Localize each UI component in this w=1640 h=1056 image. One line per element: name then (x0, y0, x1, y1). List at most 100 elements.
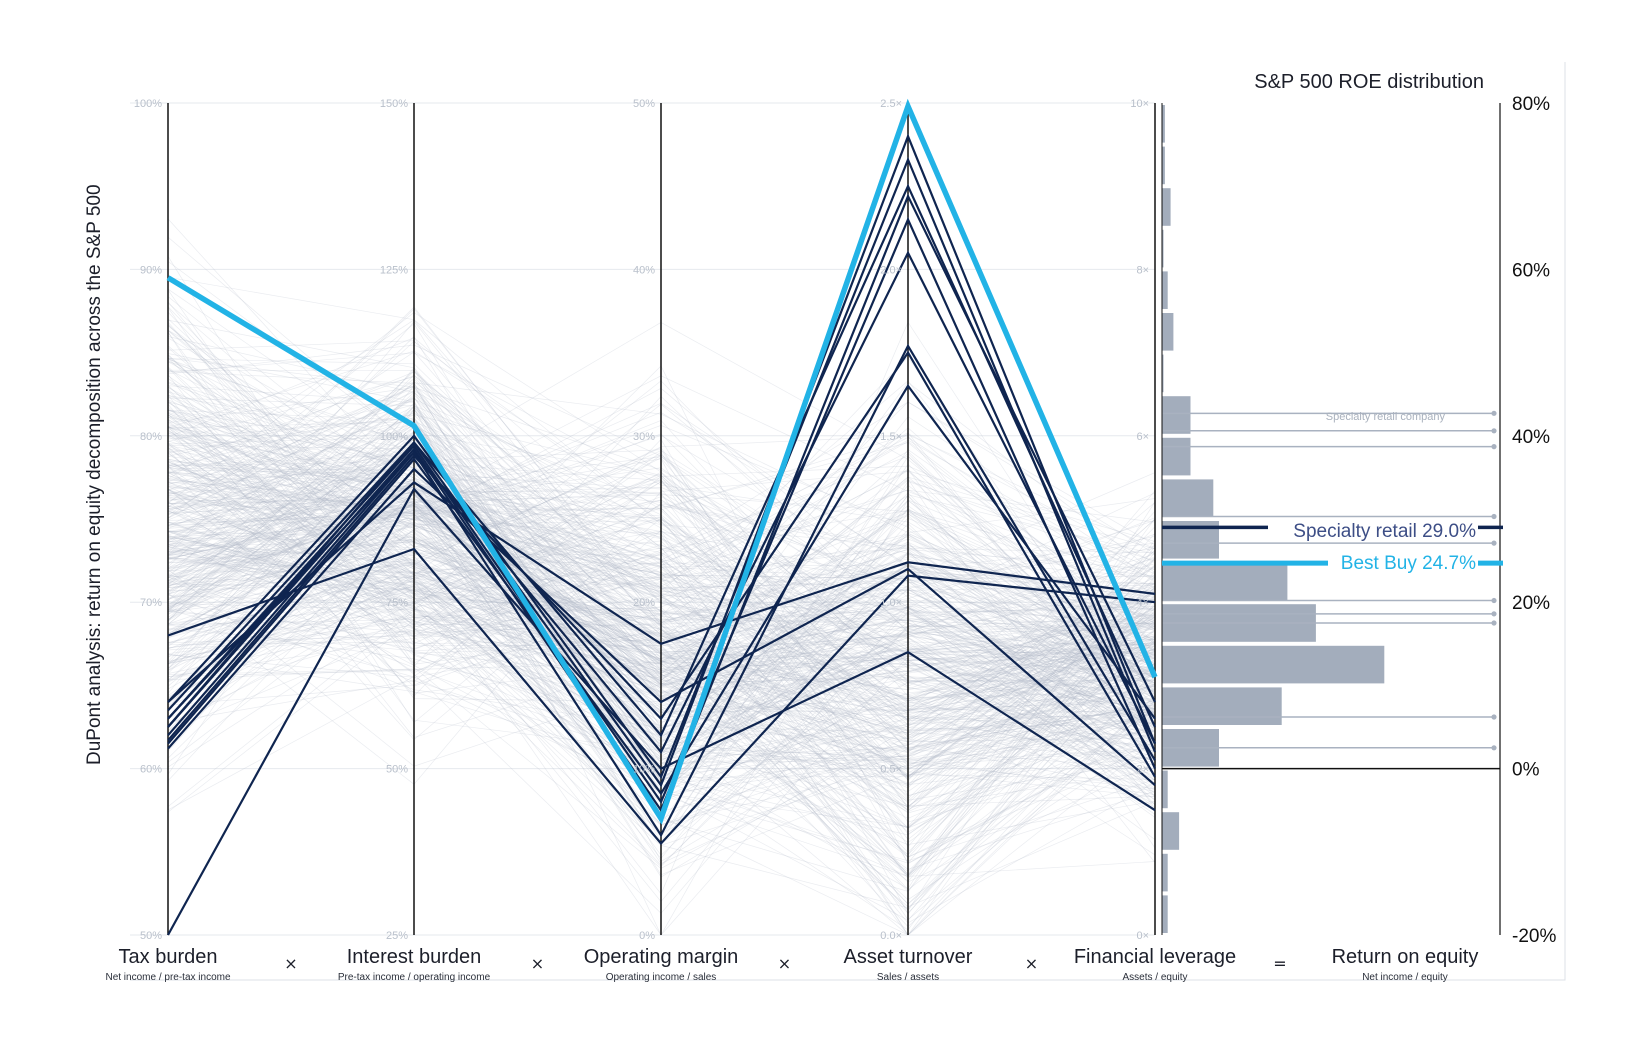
peer-company-lines (167, 133, 1157, 936)
tick-label-margin: 0% (639, 930, 655, 942)
peer-roe-marker-dot (1491, 513, 1497, 520)
highlight-company-line (166, 98, 1503, 825)
axis-formula-roe: Net income / equity (1362, 972, 1448, 983)
peer-company-line (167, 467, 1156, 787)
peer-roe-marker-dot (1491, 745, 1497, 751)
histogram-bar (1162, 354, 1164, 393)
tick-label-tax: 100% (134, 98, 162, 110)
tick-label-margin: 10% (633, 764, 655, 776)
peer-roe-marker-dot (1491, 410, 1497, 416)
histogram-bar (1162, 812, 1180, 850)
axis-name-roe: Return on equity (1332, 946, 1479, 968)
peer-roe-marker-dot (1491, 428, 1497, 434)
peer-company-line (167, 481, 1156, 703)
tick-label-interest: 150% (380, 98, 408, 110)
peer-company-line (167, 133, 1157, 788)
tick-label-turnover: 1.0× (880, 597, 902, 609)
peer-roe-marker-dot (1491, 714, 1497, 720)
histogram-bar (1162, 229, 1164, 268)
axis-formula-interest: Pre-tax income / operating income (338, 972, 491, 983)
roe-tick-label: 0% (1512, 760, 1540, 781)
histogram-bar (1162, 895, 1168, 933)
axis-name-margin: Operating margin (584, 946, 739, 968)
peer-roe-markers (1162, 410, 1497, 751)
roe-tick-label: 20% (1512, 593, 1550, 614)
axis-labels: Tax burden Net income / pre-tax income × In… (105, 946, 1478, 983)
peer-company-line (167, 350, 1156, 778)
tick-label-tax: 60% (140, 764, 162, 776)
operator-symbol: × (778, 954, 791, 973)
histogram-bar (1162, 437, 1191, 476)
histogram-bar (1162, 396, 1191, 434)
peer-company-line (167, 343, 1156, 838)
peer-roe-marker-dot (1491, 620, 1497, 626)
chart-frame (130, 62, 1566, 981)
y-axis-title: DuPont analysis: return on equity decomp… (84, 184, 105, 765)
axis-formula-turnover: Sales / assets (877, 972, 939, 983)
tick-label-tax: 70% (140, 597, 162, 609)
histogram-bar (1162, 313, 1174, 351)
axis-formula-tax: Net income / pre-tax income (105, 972, 230, 983)
tick-label-leverage: 6× (1136, 431, 1149, 443)
histogram-bar (1162, 645, 1385, 684)
axis-name-interest: Interest burden (347, 946, 482, 968)
tick-label-interest: 25% (386, 930, 408, 942)
tick-label-tax: 80% (140, 431, 162, 443)
axis-name-turnover: Asset turnover (844, 946, 973, 968)
histogram-bar (1162, 562, 1288, 601)
specialty-retail-label: Specialty retail 29.0% (1293, 521, 1476, 542)
axis-formula-margin: Operating income / sales (606, 972, 717, 983)
tick-labels: 50% 60% 70% 80% 90% 100% 25% 50% 75% 100% 125% 150%… (134, 94, 1557, 947)
tick-label-margin: 30% (633, 431, 655, 443)
tick-label-tax: 50% (140, 930, 162, 942)
operator-symbol: × (1025, 954, 1038, 973)
tick-label-leverage: 4× (1136, 597, 1149, 609)
tick-label-interest: 125% (380, 264, 408, 276)
peer-company-line (167, 156, 1157, 780)
peer-label: Specialty retail company (1326, 411, 1446, 423)
tick-label-leverage: 8× (1136, 264, 1149, 276)
histogram-bar (1162, 687, 1282, 725)
tick-label-turnover: 0.5× (880, 764, 902, 776)
axis-name-tax: Tax burden (119, 946, 218, 968)
peer-company-line (167, 250, 1156, 755)
histogram-bar (1162, 770, 1168, 809)
roe-histogram (1162, 105, 1385, 933)
tick-label-leverage: 2× (1136, 764, 1149, 776)
operator-symbol: = (1273, 954, 1286, 973)
peer-company-line (167, 383, 1156, 796)
peer-roe-marker-dot (1491, 611, 1497, 617)
histogram-bar (1162, 105, 1165, 143)
histogram-title: S&P 500 ROE distribution (1254, 71, 1484, 93)
histogram-bar (1162, 271, 1168, 309)
roe-tick-label: 40% (1512, 427, 1550, 448)
operator-symbol: × (284, 954, 297, 973)
roe-tick-label: -20% (1512, 926, 1556, 947)
axis-name-leverage: Financial leverage (1074, 946, 1236, 968)
tick-label-turnover: 1.5× (880, 431, 902, 443)
peer-roe-marker-dot (1491, 444, 1497, 450)
peer-roe-marker-dot (1491, 540, 1497, 546)
tick-label-leverage: 10× (1130, 98, 1149, 110)
tick-label-turnover: 2.0× (880, 264, 902, 276)
operator-symbol: × (531, 954, 544, 973)
axes (130, 62, 1566, 981)
tick-label-interest: 75% (386, 597, 408, 609)
peer-company-line (167, 547, 1156, 846)
histogram-bar (1162, 188, 1171, 226)
tick-label-margin: 50% (633, 98, 655, 110)
tick-label-turnover: 2.5× (880, 98, 902, 110)
tick-label-turnover: 0.0× (880, 930, 902, 942)
peer-company-line (167, 487, 1156, 936)
best-buy-label: Best Buy 24.7% (1341, 553, 1476, 574)
axis-formula-leverage: Assets / equity (1122, 972, 1187, 983)
roe-tick-label: 60% (1512, 260, 1550, 281)
tick-label-leverage: 0× (1136, 930, 1149, 942)
histogram-bar (1162, 853, 1168, 892)
tick-label-margin: 40% (633, 264, 655, 276)
tick-label-interest: 50% (386, 764, 408, 776)
histogram-bar (1162, 146, 1165, 185)
tick-label-tax: 90% (140, 264, 162, 276)
